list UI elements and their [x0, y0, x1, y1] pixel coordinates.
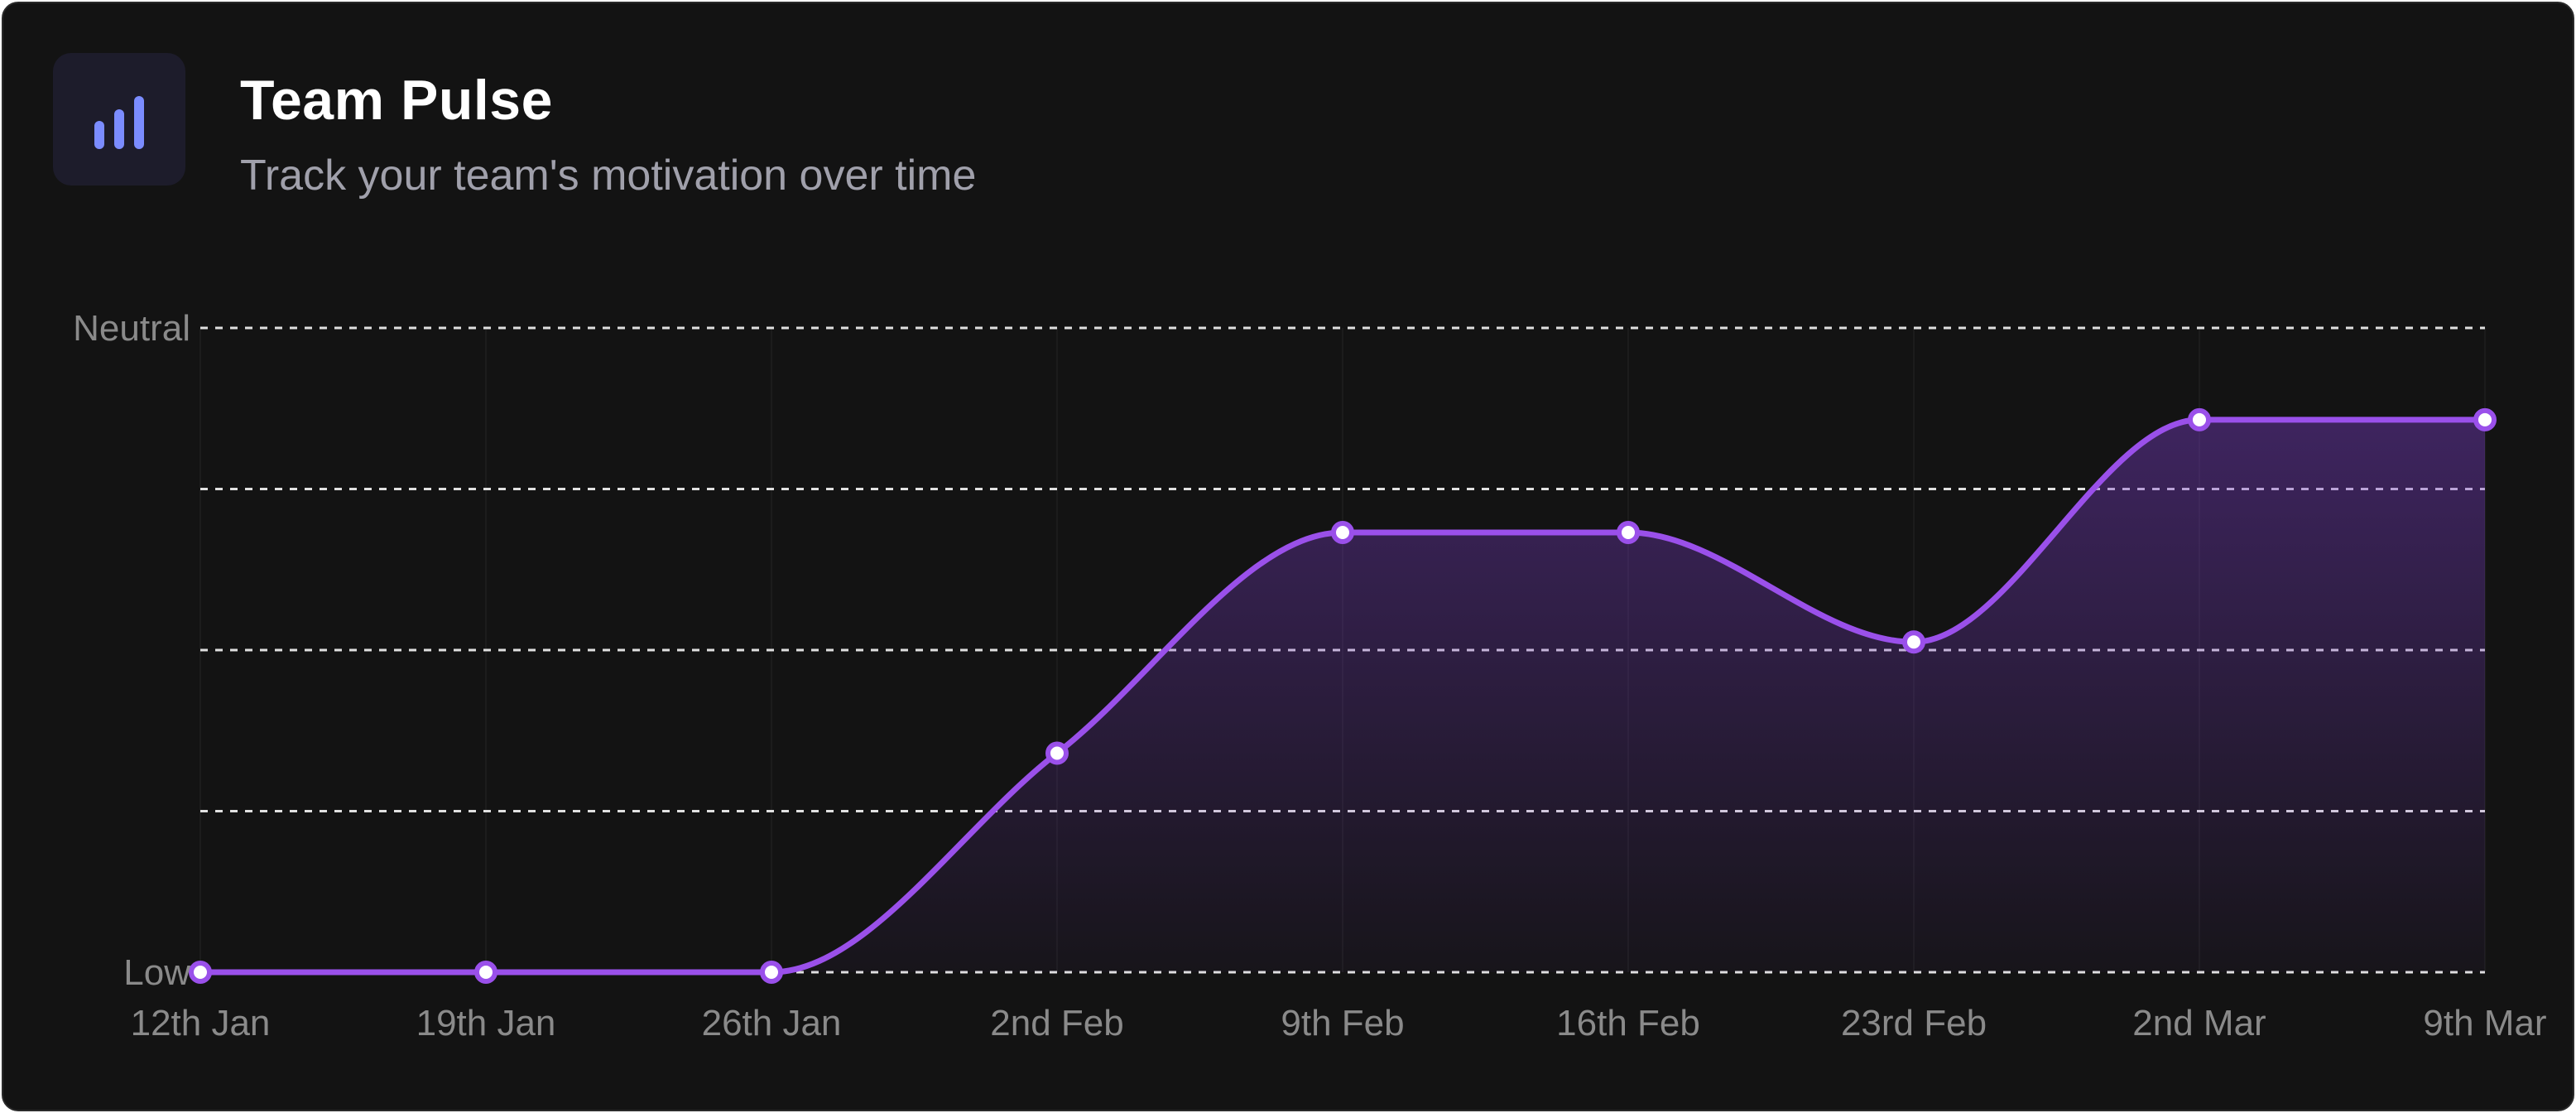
y-tick-label: Low [123, 952, 190, 993]
x-tick-label: 16th Feb [1556, 1003, 1700, 1043]
x-tick-label: 2nd Mar [2132, 1003, 2266, 1043]
motivation-line-chart: Low Neutral 12th Jan 19th Jan 26th Jan 2nd F… [73, 308, 2546, 1043]
x-tick-label: 26th Jan [702, 1003, 842, 1043]
bar-chart-icon [53, 53, 185, 186]
x-tick-label: 19th Jan [416, 1003, 556, 1043]
data-point [1617, 521, 1640, 545]
x-tick-label: 12th Jan [131, 1003, 271, 1043]
data-point [2188, 407, 2211, 431]
data-point [474, 961, 497, 984]
data-point [760, 961, 783, 984]
data-point [1045, 741, 1069, 765]
data-point [2473, 407, 2497, 431]
card-subtitle: Track your team's motivation over time [240, 152, 977, 200]
x-tick-label: 23rd Feb [1841, 1003, 1987, 1043]
y-tick-label: Neutral [73, 308, 190, 349]
x-tick-label: 2nd Feb [990, 1003, 1123, 1043]
data-point [1331, 521, 1354, 545]
x-tick-label: 9th Mar [2423, 1003, 2546, 1043]
data-point [1902, 630, 1925, 654]
data-point [189, 961, 212, 984]
area-fill [200, 419, 2485, 972]
x-tick-label: 9th Feb [1281, 1003, 1404, 1043]
card-title: Team Pulse [240, 69, 553, 132]
